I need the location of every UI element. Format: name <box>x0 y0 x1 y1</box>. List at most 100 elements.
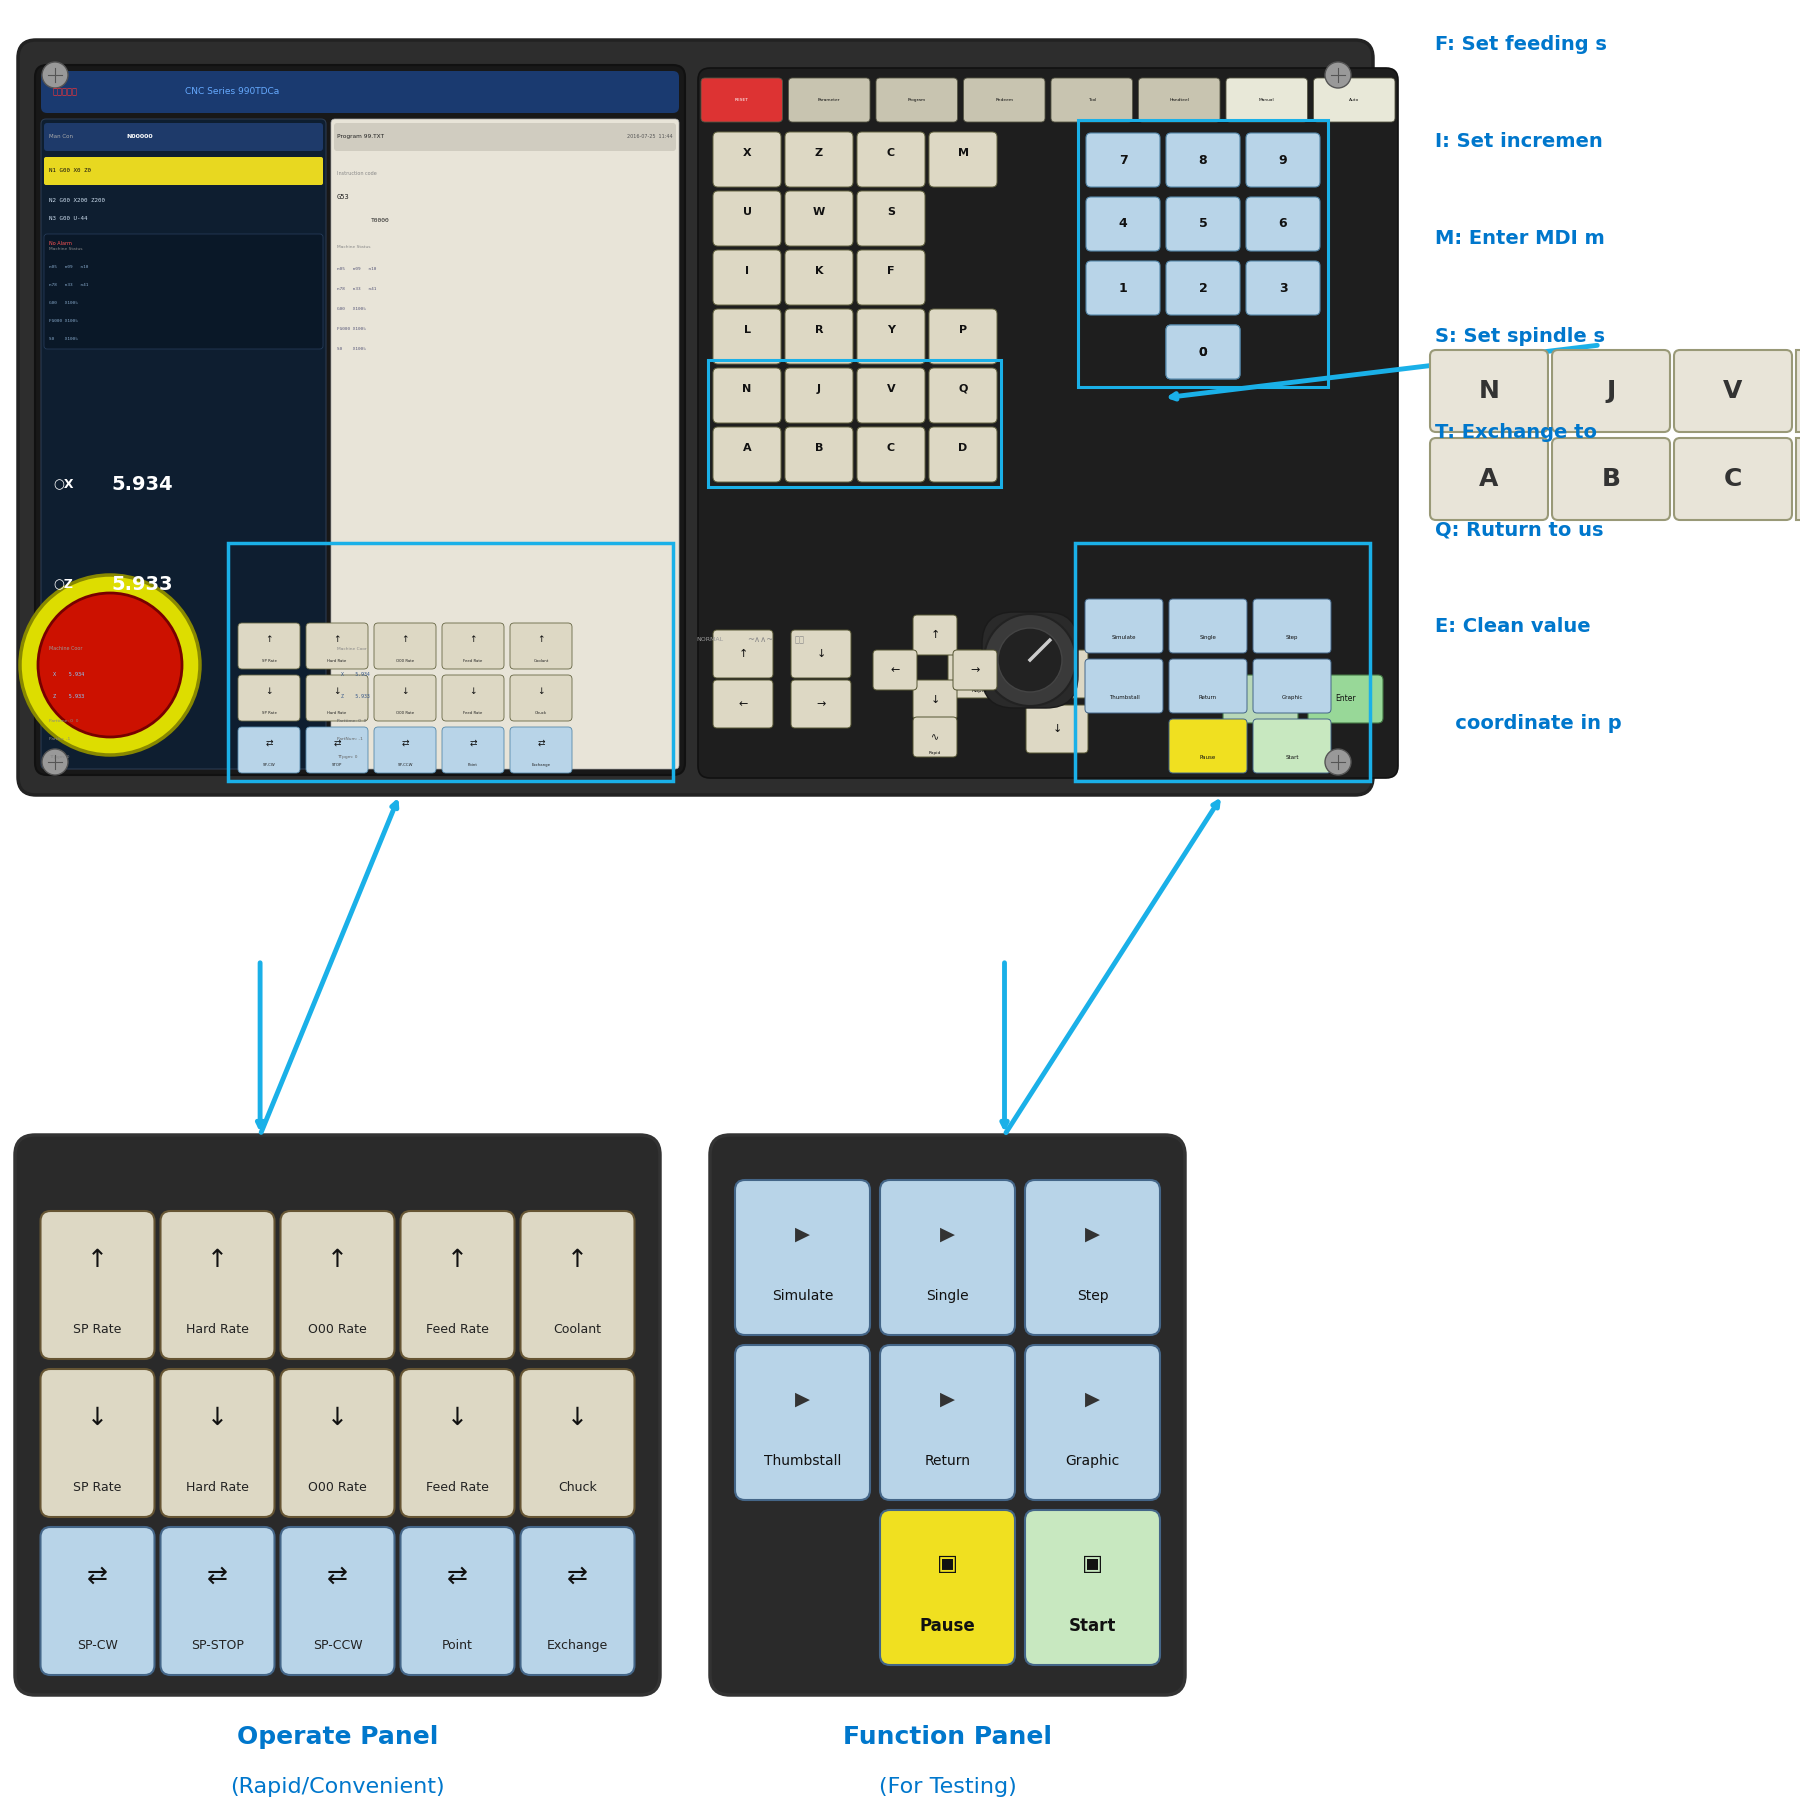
Text: n05   n09   n10: n05 n09 n10 <box>337 266 376 272</box>
FancyBboxPatch shape <box>1138 77 1220 122</box>
Text: T: Exchange to: T: Exchange to <box>1435 423 1597 443</box>
Text: Pause: Pause <box>1201 756 1217 760</box>
Text: Return: Return <box>1199 695 1217 700</box>
Text: ←: ← <box>738 698 747 709</box>
Text: Single: Single <box>1199 635 1217 641</box>
Text: Manual: Manual <box>1258 97 1274 103</box>
Text: T0000: T0000 <box>371 218 391 223</box>
FancyBboxPatch shape <box>1552 349 1670 432</box>
FancyBboxPatch shape <box>1026 706 1087 752</box>
FancyBboxPatch shape <box>1674 349 1793 432</box>
Text: PartNum: -1: PartNum: -1 <box>337 736 364 742</box>
FancyBboxPatch shape <box>734 1345 869 1499</box>
Text: Z    5.933: Z 5.933 <box>52 693 85 698</box>
Text: n78   n33   n41: n78 n33 n41 <box>49 283 88 286</box>
Text: n05   n09   n10: n05 n09 n10 <box>49 265 88 268</box>
FancyBboxPatch shape <box>929 367 997 423</box>
FancyBboxPatch shape <box>1253 599 1330 653</box>
Text: 4: 4 <box>1118 218 1127 230</box>
Text: Start: Start <box>1069 1616 1116 1634</box>
FancyBboxPatch shape <box>374 675 436 722</box>
Text: Single: Single <box>927 1289 968 1303</box>
FancyBboxPatch shape <box>790 630 851 679</box>
Text: Instruction code: Instruction code <box>337 171 376 176</box>
Text: ▶: ▶ <box>1085 1390 1100 1409</box>
Text: Machine Coor: Machine Coor <box>337 646 367 652</box>
FancyBboxPatch shape <box>709 1136 1184 1696</box>
Text: Return: Return <box>925 1454 970 1469</box>
Text: S: Set spindle s: S: Set spindle s <box>1435 326 1606 346</box>
Text: ↑: ↑ <box>401 635 409 644</box>
Text: U: U <box>743 207 752 218</box>
Circle shape <box>1325 749 1352 776</box>
Text: B: B <box>1602 466 1620 491</box>
Text: Chuck: Chuck <box>535 711 547 715</box>
Bar <box>707 360 1001 488</box>
Text: Tool: Tool <box>1087 97 1096 103</box>
Text: ↑: ↑ <box>470 635 477 644</box>
FancyBboxPatch shape <box>1246 261 1319 315</box>
Text: 2: 2 <box>1199 281 1208 295</box>
Text: E: Clean value: E: Clean value <box>1435 617 1591 637</box>
FancyBboxPatch shape <box>43 122 322 151</box>
FancyBboxPatch shape <box>880 1181 1015 1336</box>
FancyBboxPatch shape <box>785 191 853 247</box>
FancyBboxPatch shape <box>857 191 925 247</box>
FancyBboxPatch shape <box>520 1211 634 1359</box>
Text: 0: 0 <box>1199 346 1208 358</box>
Text: D: D <box>958 443 968 454</box>
Text: N2 G00 X200 Z200: N2 G00 X200 Z200 <box>49 198 104 203</box>
FancyBboxPatch shape <box>160 1370 274 1517</box>
FancyBboxPatch shape <box>1085 196 1159 250</box>
Text: N: N <box>1478 380 1499 403</box>
Text: ↑: ↑ <box>931 630 940 641</box>
Text: Machine Coor: Machine Coor <box>49 646 83 652</box>
Text: O00 Rate: O00 Rate <box>396 711 414 715</box>
FancyBboxPatch shape <box>160 1211 274 1359</box>
FancyBboxPatch shape <box>400 1526 515 1676</box>
Text: X    5.934: X 5.934 <box>52 671 85 677</box>
Text: M: M <box>958 148 968 158</box>
Text: X: X <box>743 148 751 158</box>
FancyBboxPatch shape <box>331 119 679 769</box>
Text: No Alarm: No Alarm <box>49 241 72 247</box>
Circle shape <box>985 614 1076 706</box>
Text: ⇄: ⇄ <box>86 1564 108 1588</box>
Text: (Rapid/Convenient): (Rapid/Convenient) <box>230 1777 445 1796</box>
Text: ↑: ↑ <box>446 1247 468 1273</box>
Text: Parameter: Parameter <box>817 97 841 103</box>
FancyBboxPatch shape <box>41 1211 155 1359</box>
Text: Step: Step <box>1076 1289 1109 1303</box>
Text: S0    X100%: S0 X100% <box>337 347 365 351</box>
Text: F: Set feeding s: F: Set feeding s <box>1435 36 1607 54</box>
Text: Feed Rate: Feed Rate <box>427 1481 490 1494</box>
Text: ↓: ↓ <box>86 1406 108 1429</box>
FancyBboxPatch shape <box>952 650 997 689</box>
Text: ▶: ▶ <box>940 1390 956 1409</box>
FancyBboxPatch shape <box>509 727 572 772</box>
Text: Program: Program <box>907 97 925 103</box>
Text: ↑: ↑ <box>738 650 747 659</box>
Text: B: B <box>815 443 823 454</box>
Text: Z    5.933: Z 5.933 <box>340 693 369 698</box>
Text: Hard Rate: Hard Rate <box>185 1481 248 1494</box>
FancyBboxPatch shape <box>509 675 572 722</box>
Text: L: L <box>743 326 751 335</box>
Text: NORMAL: NORMAL <box>697 637 724 643</box>
Text: 9: 9 <box>1278 153 1287 167</box>
Text: F: F <box>887 266 895 275</box>
Text: ↑: ↑ <box>265 635 274 644</box>
Text: 6: 6 <box>1278 218 1287 230</box>
Text: Q: Ruturn to us: Q: Ruturn to us <box>1435 520 1604 540</box>
Circle shape <box>38 592 182 736</box>
Text: RESET: RESET <box>734 97 749 103</box>
FancyBboxPatch shape <box>520 1526 634 1676</box>
FancyBboxPatch shape <box>913 616 958 655</box>
Text: Redeem: Redeem <box>995 97 1013 103</box>
FancyBboxPatch shape <box>857 367 925 423</box>
Text: ○Z: ○Z <box>52 578 74 590</box>
Bar <box>1078 121 1328 387</box>
Text: Rapid: Rapid <box>929 751 941 754</box>
Text: FG000 X100%: FG000 X100% <box>49 319 77 322</box>
FancyBboxPatch shape <box>1026 650 1087 698</box>
